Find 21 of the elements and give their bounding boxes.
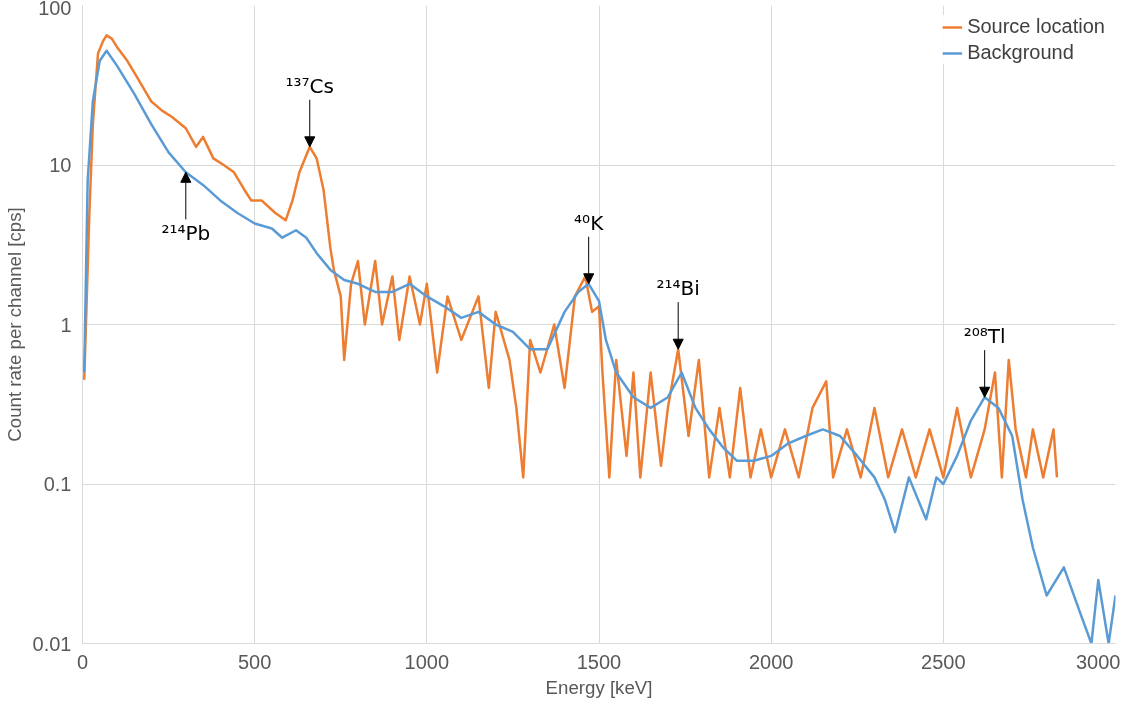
annotation: ²¹⁴Pb <box>161 221 211 246</box>
y-tick-label: 0.01 <box>32 632 72 655</box>
y-tick-label: 0.1 <box>43 473 72 495</box>
annotation: ²⁰⁸Tl <box>963 324 1006 349</box>
y-axis-title: Count rate per channel [cps] <box>3 207 25 442</box>
y-tick-label: 1 <box>60 313 72 336</box>
x-tick-label: 3000 <box>1076 650 1121 673</box>
x-tick-label: 0 <box>76 650 89 673</box>
annotation: ¹³⁷Cs <box>285 73 334 98</box>
annotation: ²¹⁴Bi <box>656 276 700 301</box>
x-tick-label: 2000 <box>748 650 794 673</box>
legend-label: Source location <box>967 15 1105 38</box>
legend-label: Background <box>967 41 1074 64</box>
y-tick-label: 100 <box>38 0 72 19</box>
x-tick-label: 2500 <box>921 650 966 673</box>
y-tick-label: 10 <box>49 154 72 176</box>
annotation: ⁴⁰K <box>574 210 605 235</box>
x-tick-label: 1000 <box>404 650 450 673</box>
x-tick-label: 500 <box>237 650 272 673</box>
x-tick-label: 1500 <box>576 650 622 673</box>
x-axis-title: Energy [keV] <box>545 676 653 698</box>
